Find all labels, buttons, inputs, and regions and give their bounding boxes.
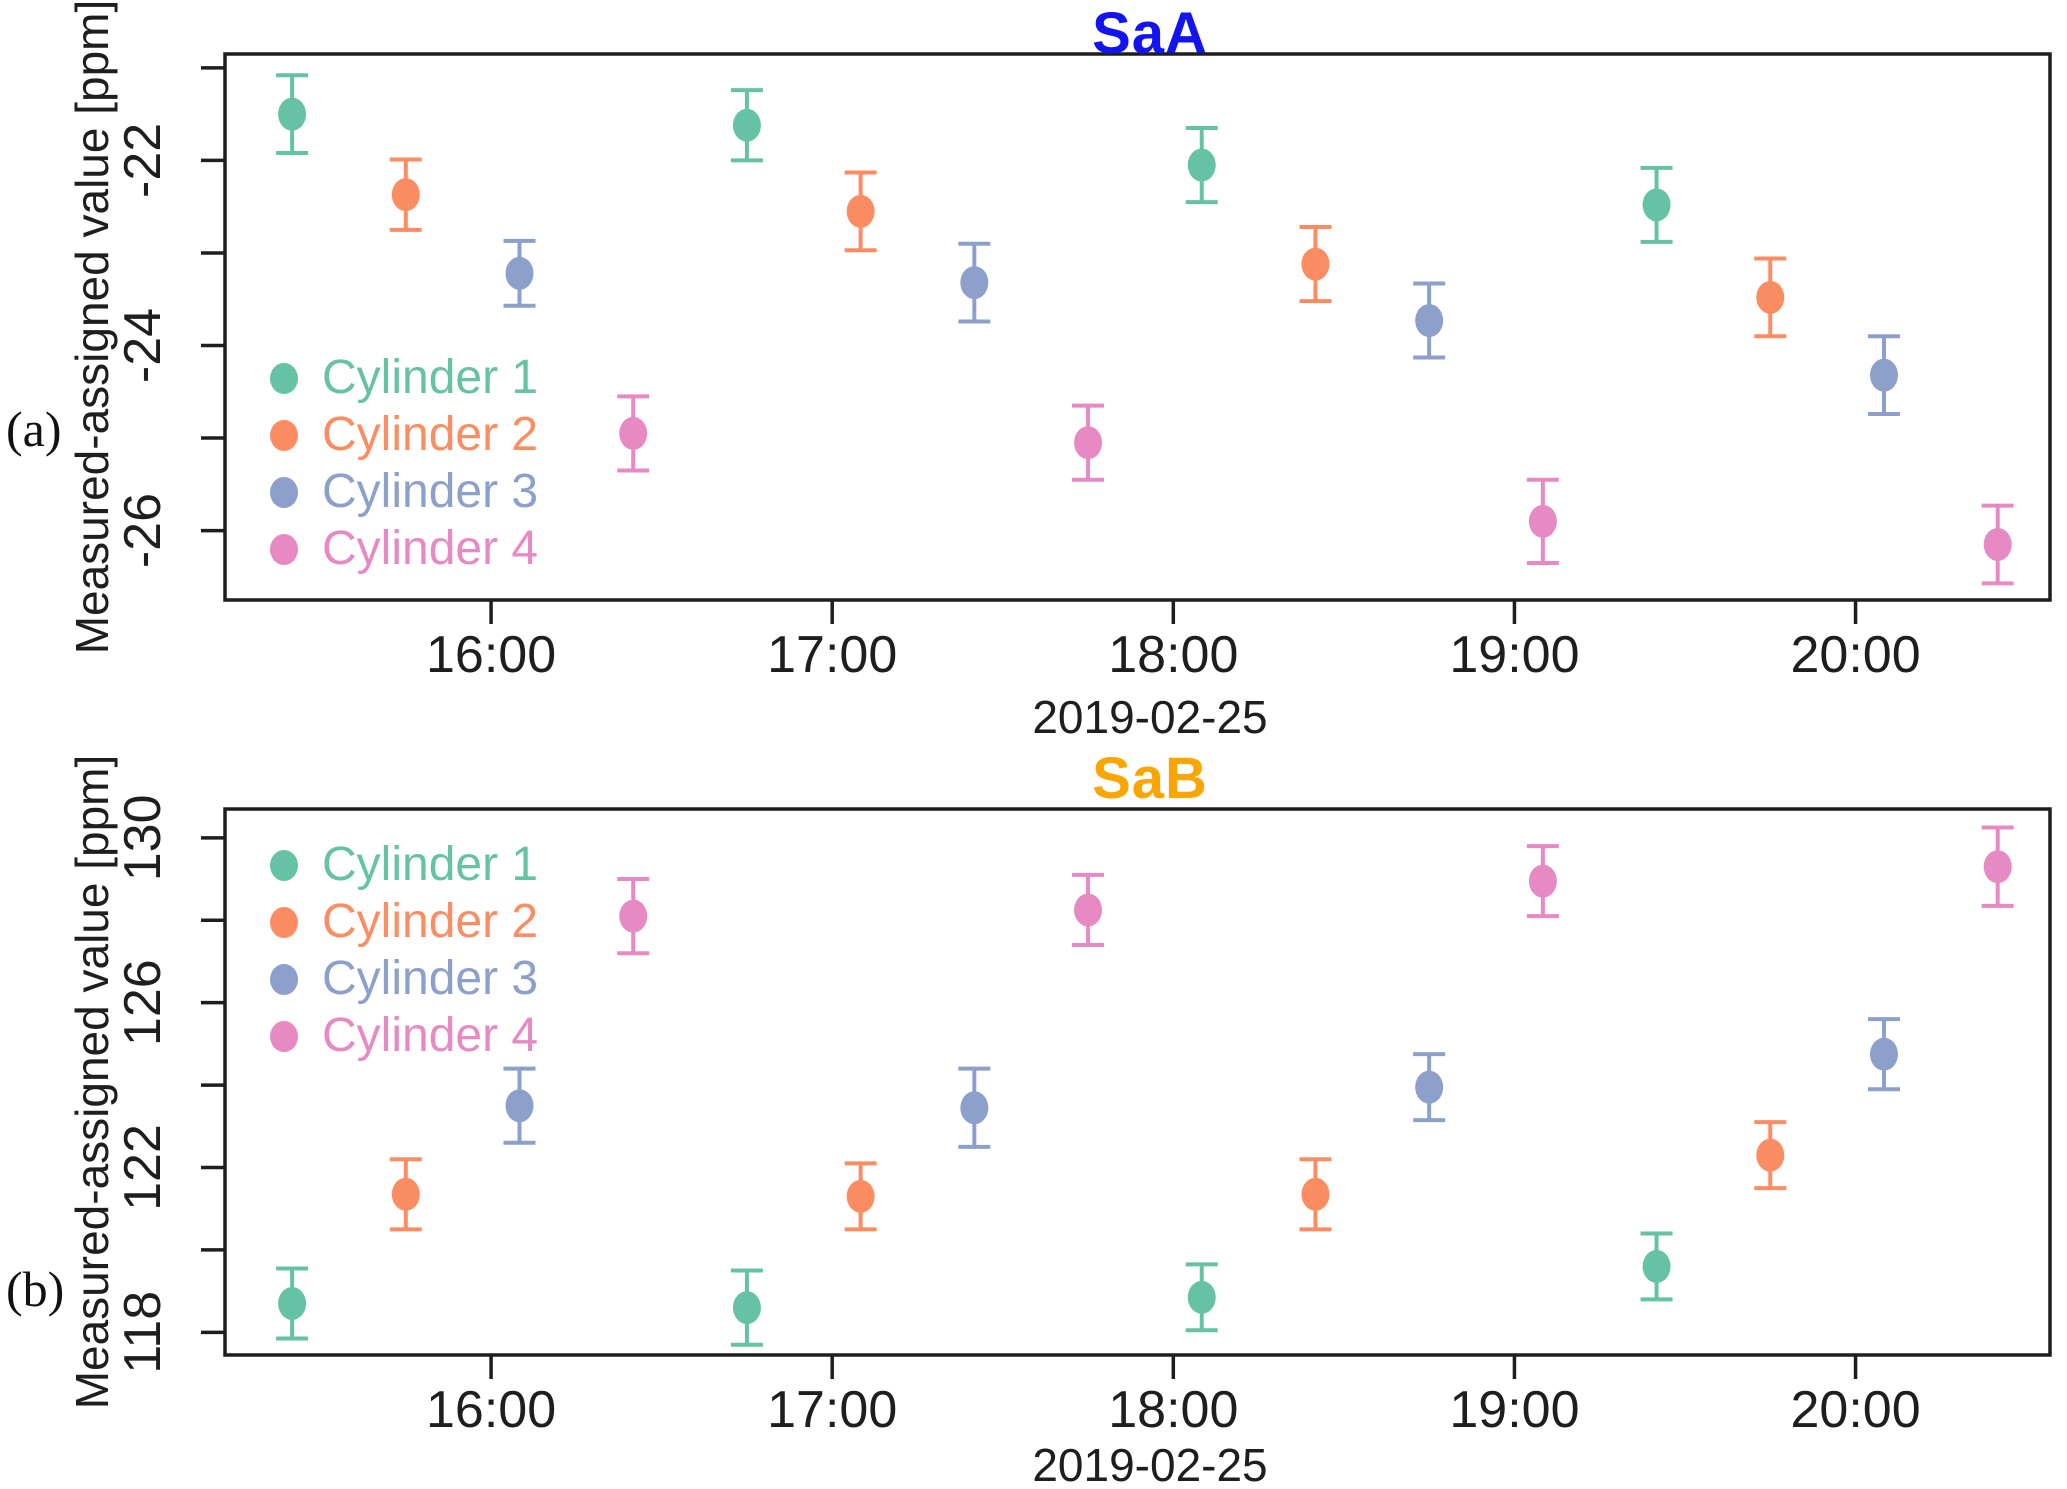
- plot-border: [223, 807, 2052, 1357]
- cylinder-4-dot-icon: [270, 533, 298, 565]
- x-tick-label: 16:00: [426, 626, 556, 684]
- series-cylinder-4: [617, 825, 2014, 956]
- series-cylinder-2: [389, 157, 1787, 339]
- cylinder-1-dot-icon: [270, 362, 298, 394]
- data-point: [505, 1089, 534, 1123]
- y-tick-label: 130: [114, 794, 172, 881]
- data-point: [278, 97, 307, 131]
- data-point: [1756, 280, 1785, 314]
- data-point: [1528, 504, 1557, 538]
- x-tick-label: 18:00: [1108, 1381, 1238, 1439]
- cylinder-2-dot-icon: [270, 419, 298, 451]
- data-point: [619, 416, 648, 450]
- data-point: [1415, 304, 1444, 338]
- series-cylinder-2: [389, 1120, 1787, 1232]
- y-tick-label: -26: [114, 493, 172, 568]
- y-tick-label: -22: [114, 123, 172, 198]
- legend-item: Cylinder 3: [270, 465, 538, 519]
- legend-label: Cylinder 4: [322, 1009, 539, 1062]
- legend-label: Cylinder 3: [322, 465, 539, 518]
- data-point: [1415, 1070, 1444, 1104]
- panel-b-plot: 16:00 17:00 18:00 19:00 20:00 118 122 126 130: [114, 794, 2052, 1439]
- legend-label: Cylinder 1: [322, 838, 539, 891]
- data-point: [1869, 1037, 1898, 1071]
- data-point: [732, 1291, 761, 1325]
- panel-b-y-axis-label: Measured-assigned value [ppm]: [66, 754, 118, 1410]
- legend-label: Cylinder 3: [322, 952, 539, 1005]
- panel-b-letter: (b): [6, 1261, 65, 1317]
- x-tick-label: 18:00: [1108, 626, 1238, 684]
- panel-b-title: SaB: [1092, 746, 1208, 811]
- cylinder-3-dot-icon: [270, 476, 298, 508]
- data-point: [1301, 1177, 1330, 1211]
- panel-a-y-axis-label: Measured-assigned value [ppm]: [66, 0, 118, 655]
- data-point: [1642, 1249, 1671, 1283]
- data-point: [1301, 247, 1330, 281]
- plot-border: [223, 52, 2052, 602]
- y-tick-label: 122: [114, 1124, 172, 1211]
- y-tick-label: -24: [114, 308, 172, 383]
- data-point: [1074, 893, 1103, 927]
- cylinder-1-dot-icon: [270, 849, 298, 881]
- y-tick-label: 118: [114, 1291, 172, 1374]
- data-point: [1528, 864, 1557, 898]
- panel-a-letter: (a): [6, 401, 62, 457]
- y-tick-label: 126: [114, 959, 172, 1046]
- cylinder-3-dot-icon: [270, 963, 298, 995]
- legend-label: Cylinder 2: [322, 895, 539, 948]
- data-point: [505, 256, 534, 290]
- panel-b-x-axis-label: 2019-02-25: [1032, 1439, 1268, 1489]
- legend-item: Cylinder 2: [270, 408, 538, 462]
- legend-item: Cylinder 1: [270, 838, 538, 892]
- x-tick-label: 16:00: [426, 1381, 556, 1439]
- series-cylinder-1: [276, 1231, 1673, 1347]
- legend-item: Cylinder 1: [270, 351, 538, 405]
- data-point: [1983, 527, 2012, 561]
- x-tick-label: 20:00: [1790, 1381, 1920, 1439]
- data-point: [732, 108, 761, 142]
- legend-label: Cylinder 1: [322, 351, 539, 404]
- data-point: [391, 178, 420, 212]
- data-point: [1642, 188, 1671, 222]
- data-point: [1756, 1138, 1785, 1172]
- panel-a-title: SaA: [1092, 1, 1208, 66]
- panel-a-plot: 16:00 17:00 18:00 19:00 20:00 -26 -24 -22: [114, 52, 2052, 684]
- data-point: [846, 194, 875, 228]
- legend-label: Cylinder 2: [322, 408, 539, 461]
- legend-item: Cylinder 4: [270, 522, 538, 576]
- data-point: [960, 266, 989, 300]
- cylinder-2-dot-icon: [270, 906, 298, 938]
- panel-a-x-axis-label: 2019-02-25: [1032, 691, 1268, 743]
- legend-item: Cylinder 3: [270, 952, 538, 1006]
- data-point: [1187, 148, 1216, 182]
- data-point: [391, 1177, 420, 1211]
- series-cylinder-3: [503, 238, 1900, 416]
- data-point: [846, 1179, 875, 1213]
- data-point: [278, 1286, 307, 1320]
- x-tick-label: 19:00: [1449, 1381, 1579, 1439]
- x-tick-label: 17:00: [767, 1381, 897, 1439]
- cylinder-4-dot-icon: [270, 1020, 298, 1052]
- data-point: [1869, 358, 1898, 392]
- series-cylinder-4: [617, 394, 2014, 586]
- legend-item: Cylinder 4: [270, 1009, 538, 1063]
- data-point: [960, 1091, 989, 1125]
- series-cylinder-1: [276, 73, 1673, 244]
- data-point: [1074, 426, 1103, 460]
- x-tick-label: 20:00: [1790, 626, 1920, 684]
- series-cylinder-3: [503, 1017, 1900, 1149]
- data-point: [619, 899, 648, 933]
- data-point: [1983, 850, 2012, 884]
- legend-item: Cylinder 2: [270, 895, 538, 949]
- data-point: [1187, 1280, 1216, 1314]
- legend-label: Cylinder 4: [322, 522, 539, 575]
- x-tick-label: 17:00: [767, 626, 897, 684]
- x-tick-label: 19:00: [1449, 626, 1579, 684]
